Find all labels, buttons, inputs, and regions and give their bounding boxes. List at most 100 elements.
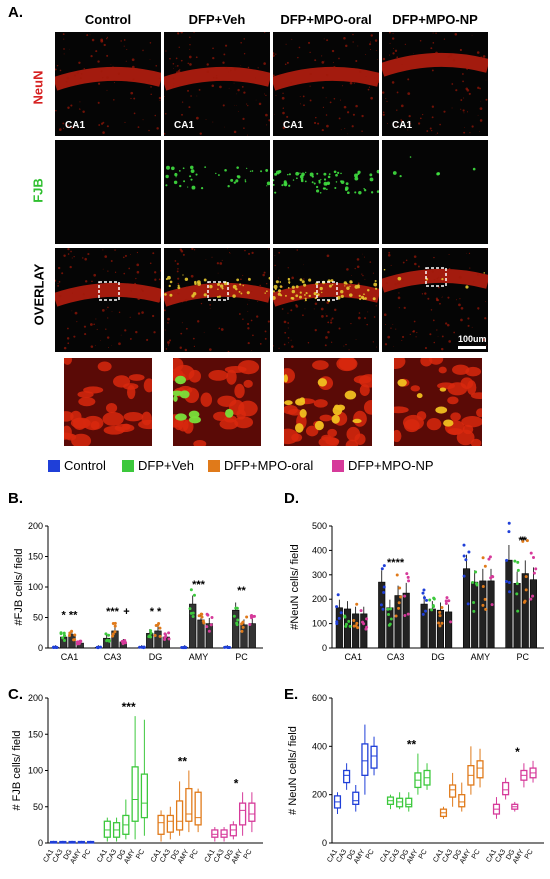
significance-marker: **	[178, 755, 188, 769]
data-point	[380, 567, 384, 571]
x-tick-label: PC	[81, 849, 92, 861]
data-point	[440, 621, 444, 625]
data-point	[508, 590, 512, 594]
data-point	[149, 629, 153, 633]
data-point	[240, 629, 244, 633]
bar-DFP+MPO-oral	[154, 630, 162, 649]
y-tick-label: 600	[312, 693, 327, 703]
data-point	[395, 573, 399, 577]
micrograph-fjb-2	[273, 140, 379, 244]
legend-swatch	[122, 459, 134, 472]
data-point	[157, 621, 161, 625]
data-point	[487, 557, 491, 561]
data-point	[406, 575, 410, 579]
y-axis-label: #NeuN cells/ field	[289, 544, 301, 630]
data-point	[462, 543, 466, 547]
data-point	[397, 601, 401, 605]
data-point	[525, 539, 529, 543]
data-point	[449, 620, 453, 624]
region-tag-ca1: CA1	[392, 120, 413, 131]
data-point	[158, 626, 162, 630]
data-point	[72, 638, 76, 642]
data-point	[481, 603, 485, 607]
data-point	[365, 617, 369, 621]
significance-marker: *	[521, 535, 526, 547]
x-tick-label: PC	[517, 652, 530, 660]
x-tick-label: DG	[170, 849, 181, 862]
data-point	[522, 600, 526, 604]
data-point	[421, 612, 425, 616]
chart-fjb-bar: 0 50 100 150 200 #FJB cells/ field CA1 CA3 DG AMY…	[13, 521, 263, 660]
y-tick-label: 50	[33, 802, 43, 812]
box-DFP+MPO-oral-AMY	[185, 787, 193, 822]
box-DFP+MPO-oral-PC	[476, 760, 484, 779]
micrograph-fjb-0	[55, 140, 161, 244]
y-axis-label: # NeuN cells/ field	[287, 726, 299, 815]
data-point	[394, 614, 398, 618]
data-point	[431, 605, 435, 609]
bar-DFP+MPO-NP	[402, 592, 410, 649]
y-tick-label: 500	[312, 521, 327, 531]
data-point	[191, 611, 195, 615]
data-point	[188, 607, 192, 611]
box-DFP+MPO-oral-CA1	[157, 814, 165, 835]
data-point	[445, 596, 449, 600]
scale-bar-label: 100um	[458, 334, 487, 344]
chart-neun-bar: 0 100 200 300 400 500 #NeuN cells/ field CA1 CA3…	[289, 521, 544, 660]
bar-DFP+Veh	[189, 603, 197, 649]
data-point	[347, 619, 351, 623]
row-label-fjb: FJB	[30, 178, 46, 203]
y-tick-label: 400	[312, 741, 327, 751]
box-DFP+MPO-NP-PC	[248, 802, 256, 822]
y-axis-label: # FJB cells/ field	[11, 730, 23, 810]
data-point	[490, 603, 494, 607]
data-point	[405, 572, 409, 576]
significance-marker: **	[407, 738, 417, 752]
legend-item-dfp-mpo-np: DFP+MPO-NP	[332, 458, 434, 473]
data-point	[513, 559, 517, 563]
legend-swatch	[332, 459, 344, 472]
micrograph-neun-0	[55, 32, 161, 136]
x-tick-label: PC	[471, 849, 482, 861]
data-point	[355, 621, 359, 625]
data-point	[343, 615, 347, 619]
data-point	[382, 585, 386, 589]
data-point	[245, 615, 249, 619]
data-point	[531, 594, 535, 598]
x-tick-label: CA3	[387, 652, 405, 660]
data-point	[191, 615, 195, 619]
x-tick-label: PC	[189, 849, 200, 861]
legend-swatch	[208, 459, 220, 472]
data-point	[183, 645, 187, 649]
data-point	[462, 554, 466, 558]
data-point	[336, 593, 340, 597]
data-point	[98, 645, 102, 649]
data-point	[147, 634, 151, 638]
box-DFP+MPO-oral-DG	[175, 800, 184, 831]
bar-DFP+Veh	[428, 608, 436, 649]
data-point	[78, 639, 82, 643]
data-point	[398, 586, 402, 590]
bar-DFP+MPO-NP	[487, 580, 495, 649]
data-point	[407, 579, 411, 583]
box-DFP+Veh-DG	[405, 797, 413, 808]
data-point	[422, 596, 426, 600]
box-DFP+MPO-oral-DG	[458, 794, 466, 808]
box-DFP+MPO-oral-PC	[194, 791, 202, 826]
data-point	[474, 570, 478, 574]
data-point	[344, 624, 348, 628]
micrograph-fjb-1	[164, 140, 270, 244]
data-point	[158, 634, 162, 638]
data-point	[348, 624, 352, 628]
x-tick-label: CA3	[104, 652, 122, 660]
data-point	[96, 645, 100, 649]
data-point	[516, 609, 520, 613]
bar-DFP+MPO-oral	[521, 573, 529, 649]
data-point	[382, 591, 386, 595]
data-point	[505, 558, 509, 562]
significance-marker: *	[196, 579, 201, 591]
data-point	[440, 605, 444, 609]
data-point	[403, 613, 407, 617]
data-point	[507, 530, 511, 534]
data-point	[516, 568, 520, 572]
